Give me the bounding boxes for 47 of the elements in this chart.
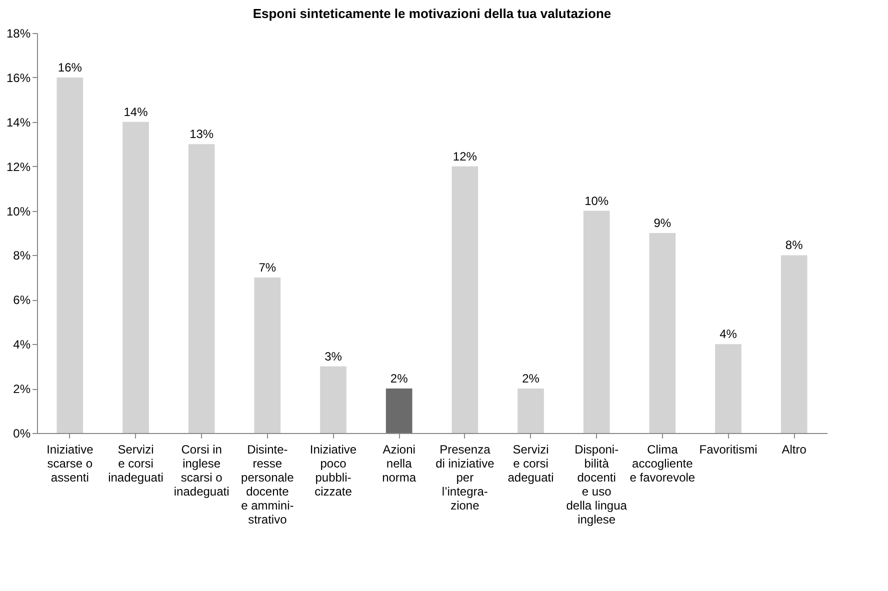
chart-title: Esponi sinteticamente le motivazioni della tua valutazione <box>252 6 612 21</box>
y-tick-label: 14% <box>6 115 31 130</box>
y-tick-label: 0% <box>13 426 31 440</box>
bar <box>452 166 478 433</box>
data-label: 14% <box>124 104 148 119</box>
y-tick-label: 16% <box>6 70 31 85</box>
bar <box>254 277 281 433</box>
y-tick-label: 8% <box>13 248 31 263</box>
data-label: 8% <box>785 238 804 252</box>
x-tick-label: Azioni nella norma <box>382 442 416 484</box>
x-tick-label: Presenza di iniziative per l’integra- zione <box>436 442 495 512</box>
x-tick-label: Servizi e corsi inadeguati <box>108 442 164 484</box>
y-tick-label: 12% <box>6 160 31 174</box>
x-tick-label: Corsi in inglese scarsi o inadeguati <box>174 442 230 498</box>
bar <box>320 366 346 433</box>
data-label: 16% <box>58 60 82 74</box>
data-label: 7% <box>258 260 276 274</box>
y-tick-label: 18% <box>6 26 31 40</box>
y-tick-label: 2% <box>13 382 31 396</box>
data-label: 9% <box>654 216 672 230</box>
x-tick-label: Disponi- bilità docenti e uso della lingua inglese <box>566 442 628 526</box>
x-tick-label: Disinte- resse personale docente e ammini- strativo <box>241 442 294 526</box>
bar <box>649 233 676 433</box>
bar <box>122 122 149 433</box>
data-label: 4% <box>720 327 738 342</box>
data-label: 10% <box>584 194 609 208</box>
x-tick-label: Clima accogliente e favorevole <box>630 442 696 484</box>
bar <box>780 255 808 433</box>
y-tick-label: 6% <box>13 293 31 308</box>
bar <box>715 344 742 433</box>
data-label: 2% <box>390 372 408 386</box>
bar <box>188 144 215 433</box>
x-tick-label: Servizi e corsi adeguati <box>508 442 554 484</box>
bar <box>518 388 544 433</box>
bar <box>583 210 610 433</box>
x-tick-label: Favoritismi <box>699 442 758 456</box>
x-tick-label: Iniziative poco pubbli- cizzate <box>310 442 357 498</box>
data-label: 12% <box>452 149 478 164</box>
bar <box>386 388 412 433</box>
y-tick-label: 4% <box>13 338 31 352</box>
bar <box>56 77 84 433</box>
x-tick-label: Iniziative scarse o assenti <box>46 442 94 484</box>
data-label: 2% <box>522 372 540 386</box>
data-label: 3% <box>324 349 342 364</box>
y-tick-label: 10% <box>6 204 31 218</box>
data-label: 13% <box>190 127 214 142</box>
x-tick-label: Altro <box>782 442 807 456</box>
